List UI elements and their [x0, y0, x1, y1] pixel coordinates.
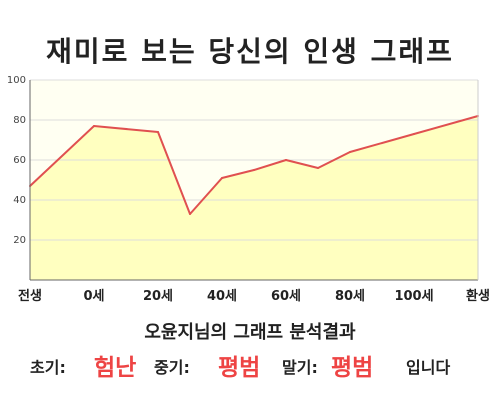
late-label: 말기: — [282, 358, 318, 377]
life-graph-chart: 20 40 60 80 100 전생 0세 20세 40세 60세 80세 100세 환생 — [7, 75, 490, 304]
early-value: 험난 — [94, 355, 137, 381]
x-tick-label-6: 100세 — [394, 289, 433, 304]
x-tick-label-3: 40세 — [207, 289, 237, 304]
result-suffix: 입니다 — [406, 358, 451, 377]
y-tick-label-80: 80 — [13, 115, 26, 126]
y-tick-label-60: 60 — [13, 155, 26, 166]
data-point-3 — [189, 213, 191, 215]
data-point-5 — [253, 169, 255, 171]
result-summary: 초기: 험난 중기: 평범 말기: 평범 입니다 — [0, 346, 500, 382]
y-tick-label-40: 40 — [13, 195, 26, 206]
x-tick-label-4: 60세 — [271, 289, 301, 304]
result-title: 오윤지님의 그래프 분석결과 — [144, 322, 356, 343]
x-tick-label-5: 80세 — [335, 289, 365, 304]
mid-value: 평범 — [218, 355, 261, 381]
data-point-4 — [221, 177, 223, 179]
area-fill — [30, 116, 478, 280]
x-tick-label-2: 20세 — [143, 289, 173, 304]
page-title: 재미로 보는 당신의 인생 그래프 — [46, 35, 454, 68]
y-tick-label-20: 20 — [13, 235, 26, 246]
mid-label: 중기: — [154, 358, 190, 377]
data-point-9 — [413, 133, 415, 135]
y-tick-label-100: 100 — [7, 75, 26, 86]
early-label: 초기: — [30, 358, 66, 377]
x-tick-label-7: 환생 — [466, 288, 490, 304]
data-point-1 — [93, 125, 95, 127]
x-tick-label-1: 0세 — [83, 289, 104, 304]
data-point-2 — [157, 131, 159, 133]
x-tick-label-0: 전생 — [18, 288, 42, 304]
data-point-8 — [349, 151, 351, 153]
late-value: 평범 — [331, 355, 374, 381]
data-point-6 — [285, 159, 287, 161]
data-point-7 — [317, 167, 319, 169]
